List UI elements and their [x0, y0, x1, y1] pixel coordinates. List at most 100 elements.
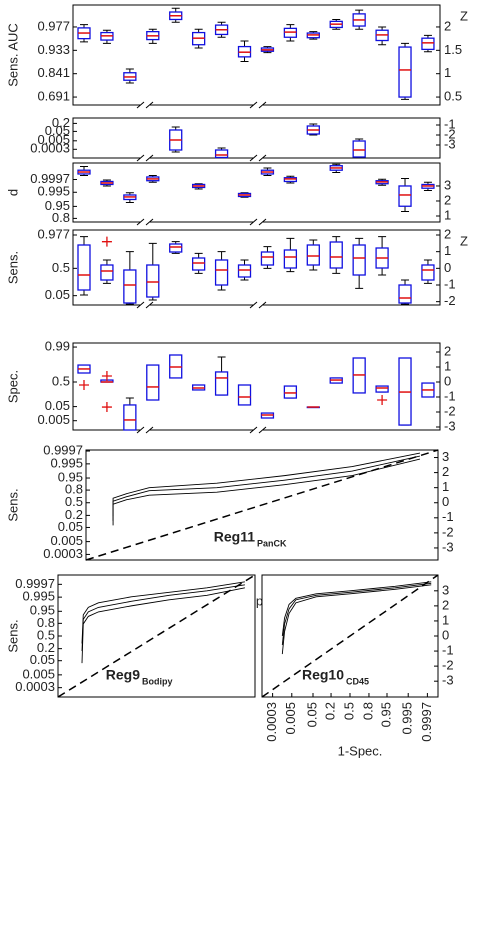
outlier — [377, 395, 388, 405]
whisker-high — [332, 236, 341, 242]
y2-tick-label: -2 — [444, 126, 456, 141]
whisker-high — [286, 237, 295, 250]
box — [260, 251, 275, 266]
y-tick-label: 0.995 — [50, 455, 83, 470]
y2-tick-label: 2 — [444, 343, 451, 358]
box — [146, 364, 160, 401]
y2-tick-label: 0 — [444, 373, 451, 388]
box — [329, 241, 343, 269]
y-tick-label: 0.841 — [37, 65, 70, 80]
y2-tick-label: -1 — [442, 642, 454, 657]
y2-tick-label: -2 — [442, 524, 454, 539]
whisker-low — [217, 285, 226, 291]
y2-tick-label: -2 — [444, 403, 456, 418]
box — [375, 385, 389, 393]
y-tick-label: 0.9997 — [43, 442, 83, 457]
roc-curve — [281, 581, 432, 637]
box — [100, 264, 114, 281]
plot-frame — [72, 162, 441, 223]
y-axis-label: Sens. — [5, 251, 20, 284]
whisker-high — [240, 40, 249, 47]
y-tick-label: 0.0003 — [15, 679, 55, 694]
box — [77, 244, 91, 291]
y-tick-label: 0.005 — [50, 533, 83, 548]
y2-tick-label: -1 — [444, 388, 456, 403]
y2-tick-label: 2 — [444, 18, 451, 33]
y-tick-label: 0.8 — [65, 482, 83, 497]
roc-curve — [112, 452, 421, 517]
box — [123, 269, 137, 304]
y2-tick-label: 3 — [444, 177, 451, 192]
whisker-high — [148, 242, 157, 265]
whisker-low — [401, 206, 410, 212]
axis-break — [249, 301, 267, 309]
y2-tick-label: -3 — [442, 673, 454, 688]
y-axis-label: d — [5, 189, 20, 196]
y2-tick-label: -1 — [442, 509, 454, 524]
y-tick-label: 0.5 — [65, 494, 83, 509]
axis-break-gap — [140, 155, 150, 161]
y-tick-label: 0.9997 — [15, 576, 55, 591]
box — [306, 244, 320, 266]
whisker-low — [80, 290, 88, 296]
axis-break — [249, 426, 267, 434]
panel-title-subscript: CD45 — [346, 676, 369, 686]
box — [398, 284, 412, 304]
y-tick-label: 0.95 — [30, 603, 55, 618]
y-tick-label: 0.977 — [37, 226, 70, 241]
box — [352, 140, 366, 158]
x-tick-label: 0.995 — [400, 702, 415, 735]
whisker-low — [309, 265, 318, 271]
y-axis-label: Sens. — [5, 488, 20, 521]
y-tick-label: 0.8 — [52, 210, 70, 225]
outlier — [79, 380, 89, 390]
y-tick-label: 0.05 — [30, 652, 55, 667]
y2-tick-label: -1 — [444, 116, 456, 131]
x-tick-label: 0.9997 — [419, 702, 434, 742]
y2-axis-label: Z — [460, 8, 468, 23]
whisker-high — [240, 259, 249, 265]
whisker-high — [217, 251, 226, 260]
panel-title: Reg10 — [302, 667, 344, 683]
axis-break — [136, 218, 154, 226]
x-tick-label: 0.8 — [360, 702, 375, 720]
box — [398, 185, 412, 207]
whisker-low — [332, 268, 341, 274]
x-tick-label: 0.5 — [341, 702, 356, 720]
box — [123, 404, 137, 431]
y-tick-label: 0.005 — [22, 666, 55, 681]
y2-tick-label: -3 — [442, 539, 454, 554]
y-tick-label: 0.9997 — [30, 171, 70, 186]
roc-curve — [281, 584, 432, 655]
box — [421, 37, 435, 51]
axis-break — [136, 301, 154, 309]
axis-break — [249, 218, 267, 226]
y2-tick-label: -3 — [444, 418, 456, 433]
whisker-high — [125, 397, 134, 405]
y-tick-label: 0.005 — [37, 132, 70, 147]
whisker-high — [263, 246, 272, 252]
whisker-high — [217, 356, 226, 372]
y2-tick-label: -2 — [444, 293, 456, 308]
whisker-high — [125, 251, 134, 270]
outlier — [101, 236, 112, 247]
box — [214, 149, 229, 159]
y-tick-label: 0.05 — [45, 123, 70, 138]
axis-break-gap — [140, 102, 150, 108]
x-tick-label: 0.005 — [283, 702, 298, 735]
y2-tick-label: 1.5 — [444, 42, 462, 57]
y2-tick-label: 0 — [444, 260, 451, 275]
y-tick-label: 0.995 — [37, 184, 70, 199]
whisker-high — [401, 177, 410, 186]
y-tick-label: 0.95 — [58, 469, 83, 484]
box — [146, 264, 160, 298]
whisker-high — [355, 237, 364, 245]
y2-tick-label: -3 — [444, 136, 456, 151]
y-tick-label: 0.99 — [45, 338, 70, 353]
x-tick-label: 0.2 — [322, 702, 337, 720]
y-tick-label: 0.2 — [52, 115, 70, 130]
y-tick-label: 0.2 — [65, 507, 83, 522]
y2-tick-label: 2 — [442, 597, 449, 612]
y-tick-label: 0.95 — [45, 198, 70, 213]
